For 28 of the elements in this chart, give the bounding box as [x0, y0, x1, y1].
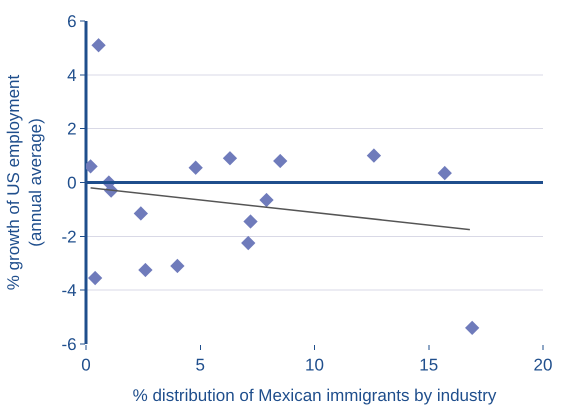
point	[188, 160, 203, 175]
y-tick-label: 4	[67, 66, 77, 85]
point	[134, 206, 148, 221]
x-tick-label: 20	[534, 355, 552, 374]
y-tick-label: -4	[61, 281, 77, 300]
point	[241, 236, 256, 250]
y-tick-label: 6	[67, 12, 77, 31]
y-tick-label: 0	[67, 173, 77, 192]
x-tick-label: 10	[305, 355, 324, 374]
point	[438, 166, 452, 180]
y-tick-label: -6	[61, 334, 77, 354]
point	[88, 270, 102, 286]
y-axis-title: % growth of US employment (annual average)	[4, 74, 46, 290]
y-tick-label: 2	[67, 120, 77, 139]
point	[465, 320, 480, 335]
x-tick-label: 5	[196, 355, 205, 374]
point	[138, 262, 153, 278]
point	[170, 258, 185, 274]
point	[366, 148, 382, 163]
y-tick-label: -2	[61, 227, 77, 246]
point	[259, 192, 274, 208]
point	[91, 38, 106, 52]
x-tick-label: 0	[81, 355, 91, 374]
point	[273, 154, 288, 168]
x-axis-title: % distribution of Mexican immigrants by industry	[132, 386, 497, 405]
x-tick-label: 15	[419, 355, 438, 374]
point	[222, 151, 238, 166]
point	[243, 214, 258, 229]
